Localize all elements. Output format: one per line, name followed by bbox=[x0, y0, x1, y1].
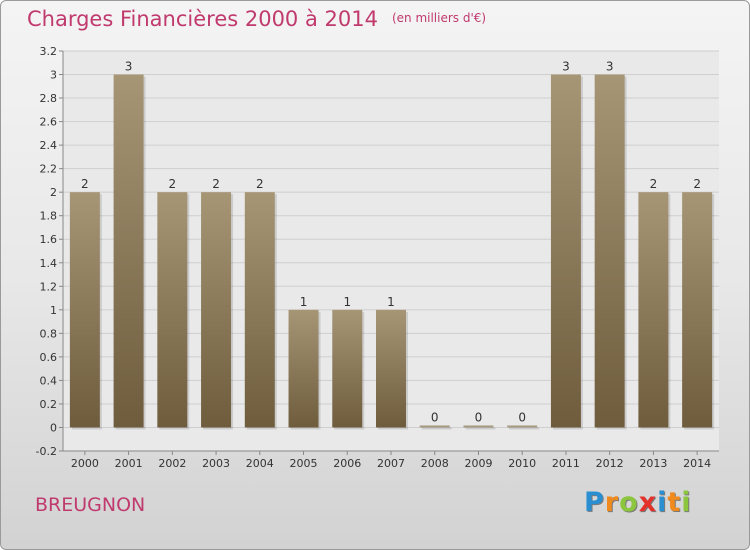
x-tick-label: 2014 bbox=[683, 457, 711, 470]
bar-shadow bbox=[421, 427, 452, 430]
bar bbox=[550, 74, 581, 428]
x-tick-label: 2009 bbox=[464, 457, 492, 470]
logo-letter: i bbox=[681, 487, 692, 518]
x-tick-label: 2012 bbox=[596, 457, 624, 470]
data-label: 2 bbox=[256, 177, 264, 191]
proxiti-logo: Proxiti bbox=[584, 487, 692, 518]
logo-letter: P bbox=[584, 487, 605, 518]
bar bbox=[507, 425, 538, 428]
data-label: 3 bbox=[125, 60, 133, 74]
chart-title: Charges Financières 2000 à 2014 bbox=[27, 7, 378, 31]
bar bbox=[376, 309, 406, 428]
bar bbox=[113, 74, 144, 428]
logo-letter: r bbox=[604, 487, 620, 518]
x-tick-label: 2008 bbox=[421, 457, 449, 470]
title-row: Charges Financières 2000 à 2014 (en milli… bbox=[27, 7, 486, 31]
data-label: 2 bbox=[650, 177, 658, 191]
bar bbox=[332, 309, 363, 428]
bar bbox=[638, 192, 669, 428]
data-label: 3 bbox=[562, 60, 570, 74]
y-tick-label: 3 bbox=[50, 69, 57, 82]
data-label: 2 bbox=[81, 177, 89, 191]
data-label: 0 bbox=[518, 410, 526, 424]
x-tick-label: 2007 bbox=[377, 457, 405, 470]
y-tick-label: 0.6 bbox=[40, 351, 58, 364]
x-tick-label: 2003 bbox=[202, 457, 230, 470]
bar-shadow bbox=[465, 427, 496, 430]
x-tick-label: 2001 bbox=[115, 457, 143, 470]
y-tick-label: -0.2 bbox=[36, 445, 57, 458]
y-tick-label: 2.6 bbox=[40, 116, 58, 129]
x-tick-label: 2006 bbox=[333, 457, 361, 470]
bar bbox=[682, 192, 713, 428]
x-tick-label: 2010 bbox=[508, 457, 536, 470]
x-tick-label: 2013 bbox=[639, 457, 667, 470]
logo-letter: x bbox=[638, 487, 658, 518]
bar bbox=[201, 192, 232, 428]
y-tick-label: 3.2 bbox=[40, 45, 58, 58]
x-tick-label: 2011 bbox=[552, 457, 580, 470]
x-tick-label: 2002 bbox=[158, 457, 186, 470]
data-label: 0 bbox=[475, 410, 483, 424]
x-tick-label: 2005 bbox=[290, 457, 318, 470]
bar bbox=[419, 425, 450, 428]
bar bbox=[463, 425, 494, 428]
data-label: 1 bbox=[343, 295, 351, 309]
data-label: 2 bbox=[169, 177, 177, 191]
x-tick-label: 2000 bbox=[71, 457, 99, 470]
data-label: 1 bbox=[300, 295, 308, 309]
y-tick-label: 2.2 bbox=[40, 163, 58, 176]
y-tick-label: 1.6 bbox=[40, 233, 58, 246]
bar bbox=[244, 192, 275, 428]
y-tick-label: 2.8 bbox=[40, 92, 58, 105]
y-tick-label: 0 bbox=[50, 421, 57, 434]
bar bbox=[288, 309, 319, 428]
bar bbox=[594, 74, 625, 428]
data-label: 1 bbox=[387, 295, 395, 309]
y-tick-label: 1.2 bbox=[40, 280, 58, 293]
y-tick-label: 1.8 bbox=[40, 210, 58, 223]
chart-subtitle: (en milliers d'€) bbox=[391, 11, 487, 25]
data-label: 0 bbox=[431, 410, 439, 424]
logo-letter: o bbox=[619, 487, 639, 518]
bar bbox=[69, 192, 100, 428]
bar-shadow bbox=[509, 427, 540, 430]
logo-letter: t bbox=[667, 487, 682, 518]
x-tick-label: 2004 bbox=[246, 457, 274, 470]
y-tick-label: 2.4 bbox=[40, 139, 58, 152]
y-tick-label: 0.8 bbox=[40, 327, 58, 340]
commune-name: BREUGNON bbox=[35, 494, 146, 516]
bar bbox=[157, 192, 188, 428]
logo-letter: i bbox=[657, 487, 668, 518]
y-tick-label: 0.2 bbox=[40, 398, 58, 411]
data-label: 2 bbox=[212, 177, 220, 191]
y-tick-label: 1 bbox=[50, 304, 57, 317]
y-tick-label: 2 bbox=[50, 186, 57, 199]
data-label: 3 bbox=[606, 60, 614, 74]
y-tick-label: 1.4 bbox=[40, 257, 58, 270]
data-label: 2 bbox=[693, 177, 701, 191]
y-tick-label: 0.4 bbox=[40, 374, 58, 387]
